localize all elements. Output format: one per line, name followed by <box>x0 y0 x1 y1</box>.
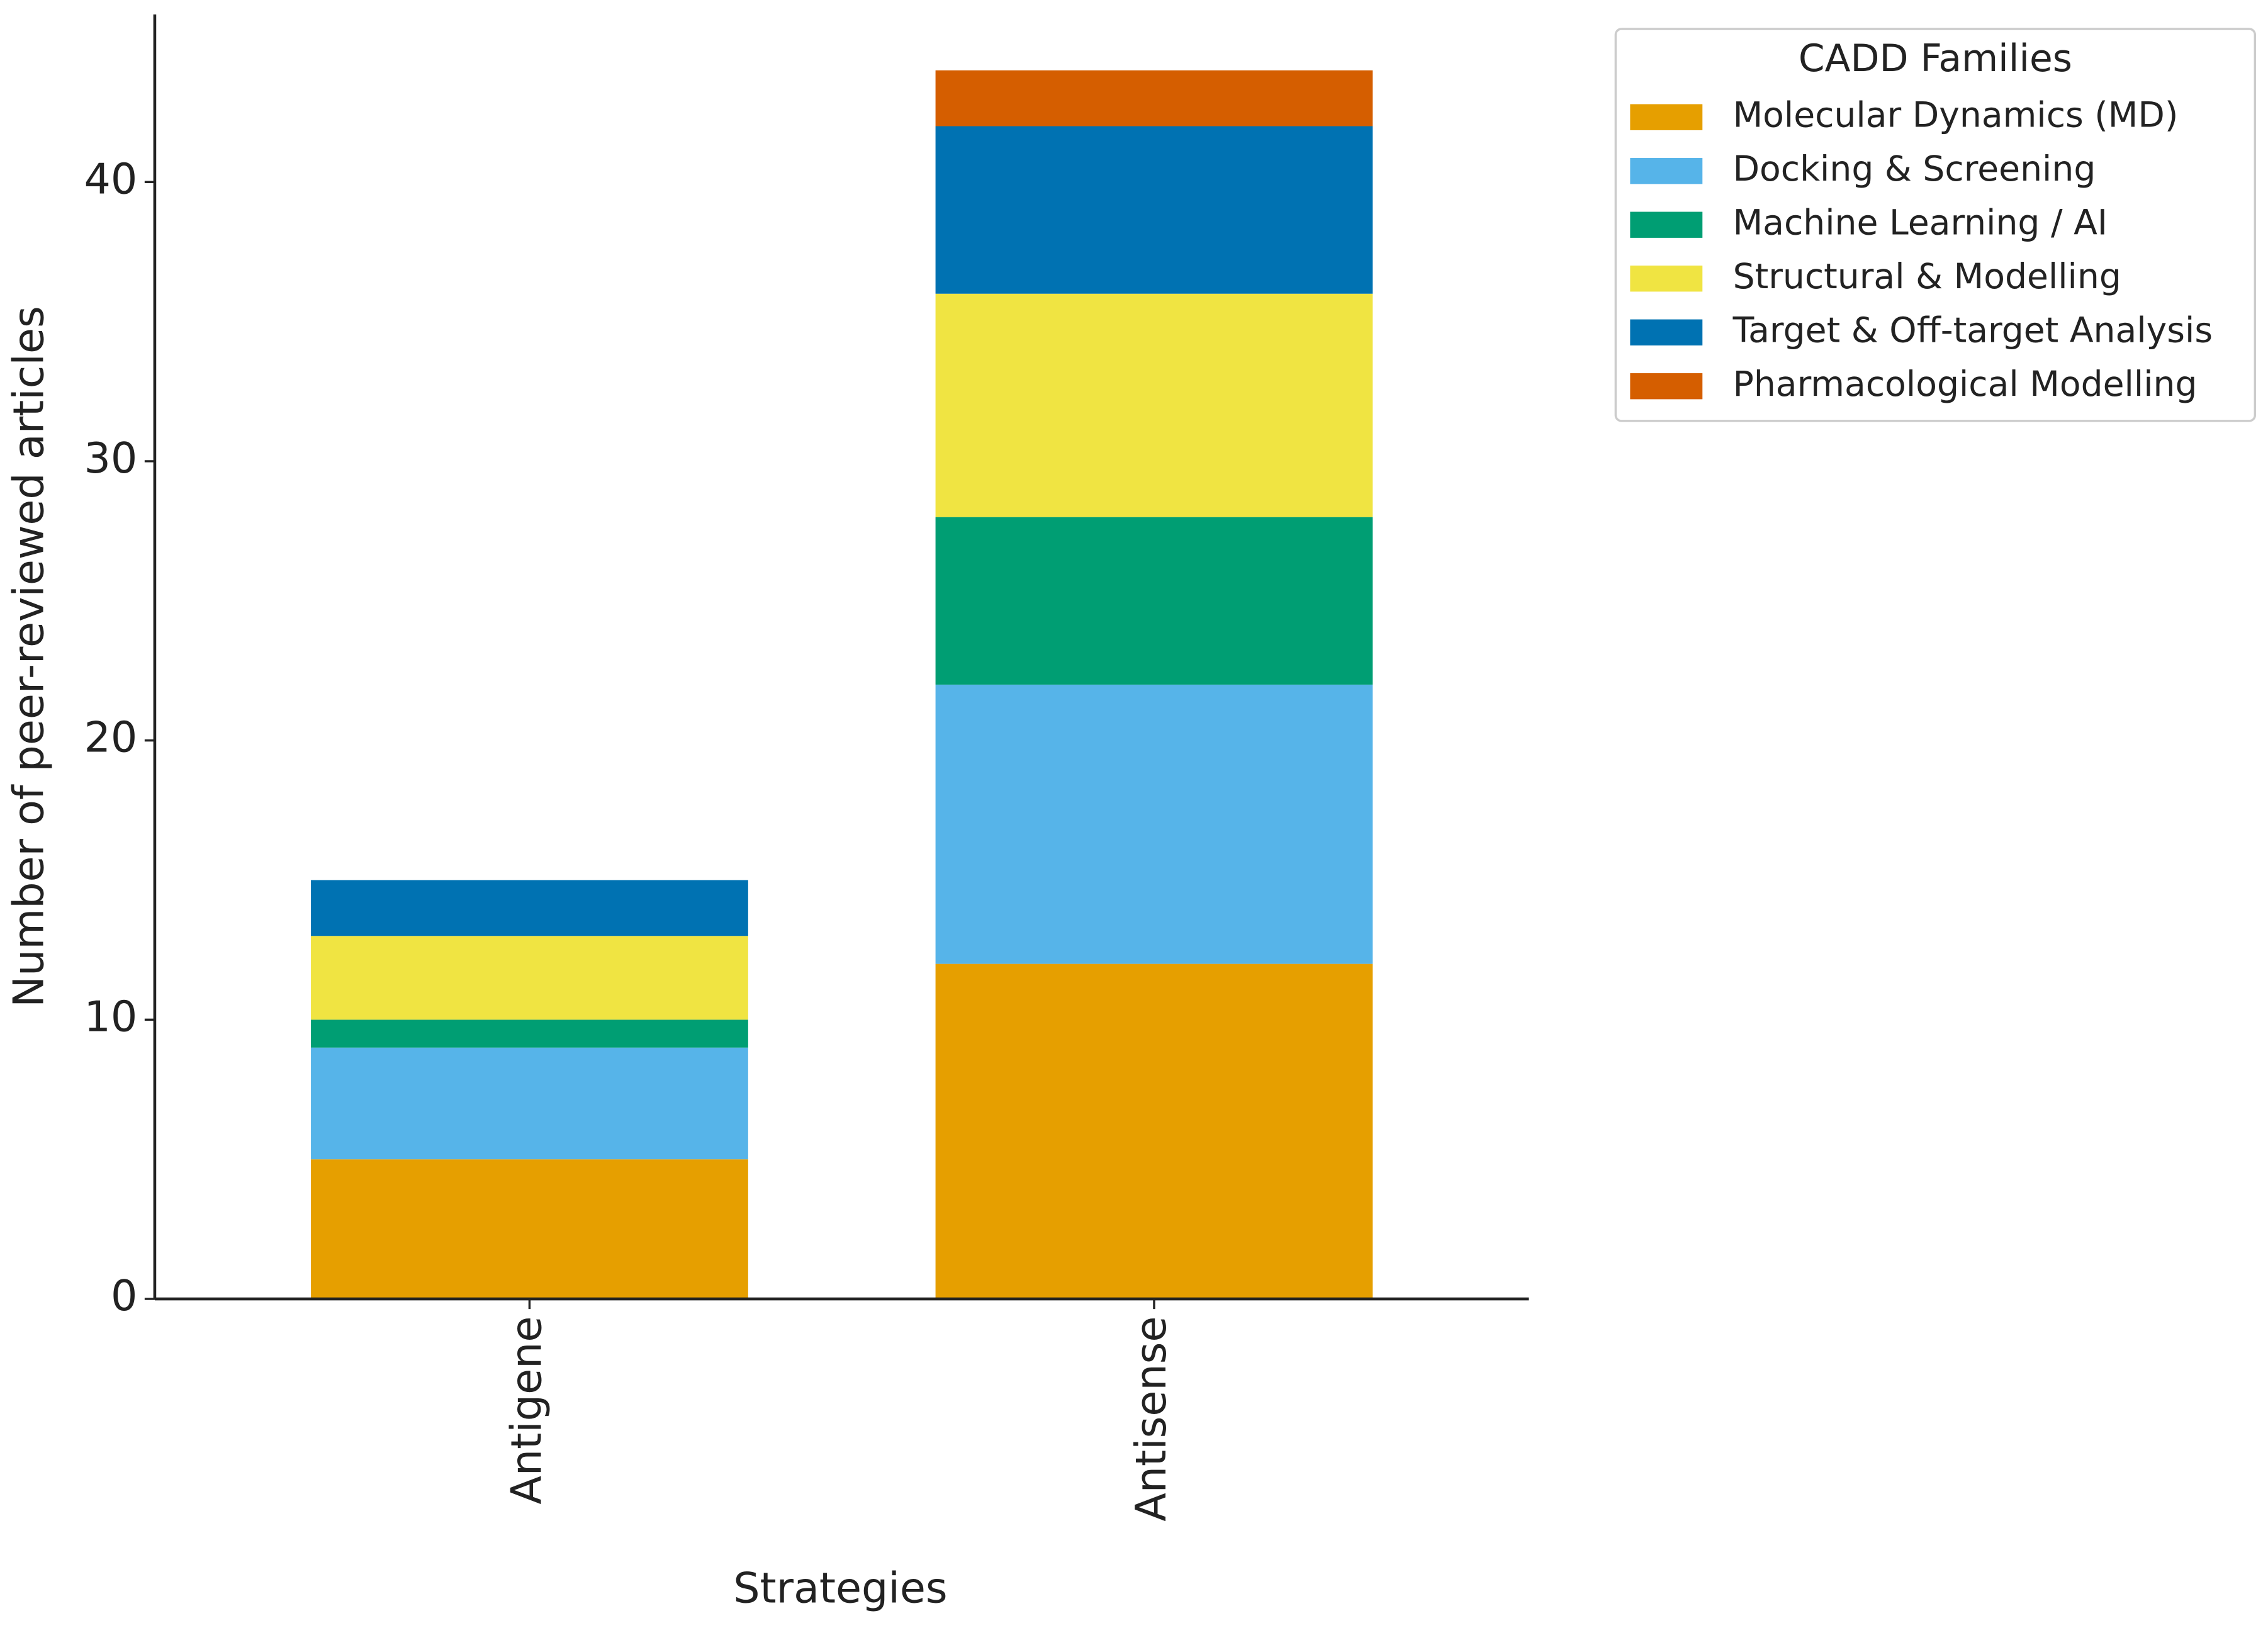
y-tick-label: 20 <box>84 713 138 762</box>
legend-swatch <box>1630 266 1703 292</box>
bar-segment <box>311 1019 748 1048</box>
legend-label: Docking & Screening <box>1733 149 2096 189</box>
legend-swatch <box>1630 158 1703 184</box>
bar-segment <box>935 126 1373 294</box>
legend-label: Structural & Modelling <box>1733 257 2121 297</box>
bar-segment <box>311 1159 748 1300</box>
bar-segment <box>311 936 748 1020</box>
bar-segment <box>935 684 1373 964</box>
y-tick-label: 0 <box>111 1271 137 1320</box>
legend-swatch <box>1630 373 1703 400</box>
legend-label: Pharmacological Modelling <box>1733 364 2198 405</box>
x-tick-label: Antigene <box>502 1316 551 1505</box>
legend-label: Molecular Dynamics (MD) <box>1733 95 2179 135</box>
bar-segment <box>935 293 1373 517</box>
bar-segment <box>935 963 1373 1300</box>
legend-swatch <box>1630 211 1703 238</box>
y-tick-label: 30 <box>84 434 138 483</box>
bar-segment <box>935 70 1373 126</box>
y-tick-label: 10 <box>84 992 138 1041</box>
bar-segment <box>311 880 748 936</box>
bar-segment <box>935 517 1373 685</box>
legend-swatch <box>1630 104 1703 130</box>
x-axis-title: Strategies <box>733 1563 947 1612</box>
y-axis-title: Number of peer-reviewed articles <box>4 306 53 1007</box>
legend-label: Machine Learning / AI <box>1733 203 2108 243</box>
bar-segment <box>311 1047 748 1160</box>
legend-title: CADD Families <box>1799 37 2072 81</box>
legend-label: Target & Off-target Analysis <box>1732 310 2213 351</box>
x-tick-label: Antisense <box>1126 1316 1176 1522</box>
y-tick-label: 40 <box>84 154 138 203</box>
legend-box <box>1614 28 2257 422</box>
legend-swatch <box>1630 319 1703 345</box>
